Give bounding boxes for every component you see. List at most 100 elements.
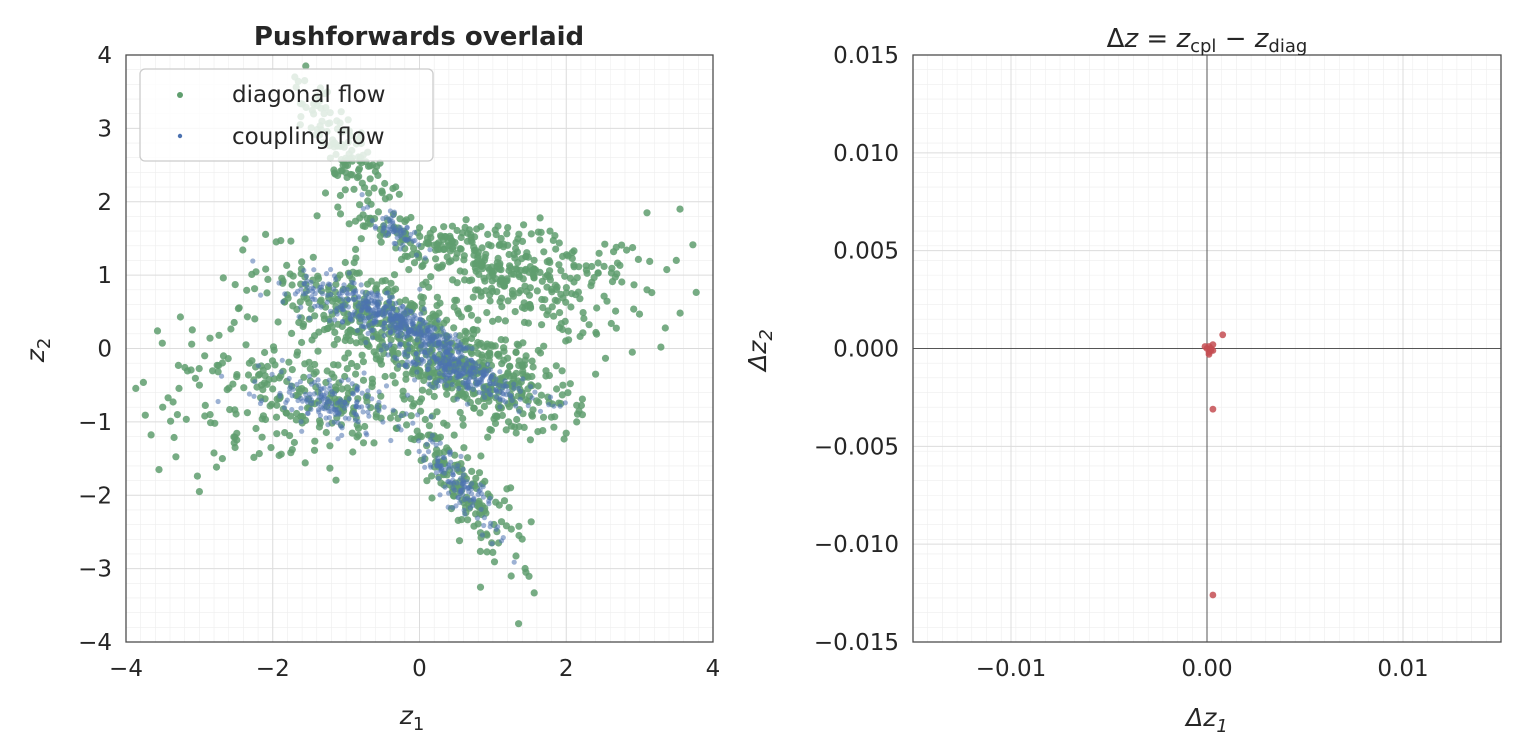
data-point-diagonal-flow: [344, 390, 352, 398]
right-title-sub-diag: diag: [1268, 36, 1307, 57]
data-point-diagonal-flow: [234, 305, 242, 313]
data-point-diagonal-flow: [193, 472, 201, 480]
left-x-tick-label: −4: [109, 656, 143, 682]
data-point-diagonal-flow: [264, 275, 272, 283]
data-point-diagonal-flow: [487, 242, 495, 250]
right-title-z: z: [1123, 24, 1139, 54]
data-point-coupling-flow: [406, 341, 412, 347]
data-point-coupling-flow: [364, 393, 370, 399]
data-point-coupling-flow: [280, 299, 286, 305]
data-point-diagonal-flow: [341, 258, 349, 267]
data-point-coupling-flow: [327, 318, 333, 324]
data-point-coupling-flow: [445, 504, 451, 510]
data-point-diagonal-flow: [549, 236, 557, 244]
data-point-diagonal-flow: [345, 220, 353, 228]
data-point-coupling-flow: [335, 420, 341, 426]
data-point-diagonal-flow: [428, 472, 436, 480]
data-point-diagonal-flow: [493, 288, 501, 296]
data-point-coupling-flow: [318, 397, 325, 403]
data-point-diagonal-flow: [567, 303, 575, 311]
data-point-coupling-flow: [303, 273, 309, 279]
data-point-diagonal-flow: [359, 358, 367, 366]
data-point-diagonal-flow: [296, 298, 304, 306]
data-point-diagonal-flow: [295, 318, 303, 327]
data-point-coupling-flow: [362, 318, 368, 324]
left-x-tick-label: −2: [256, 656, 290, 682]
data-point-coupling-flow: [349, 279, 355, 285]
data-point-diagonal-flow: [251, 285, 259, 293]
data-point-coupling-flow: [447, 372, 453, 378]
right-x-tick-label: −0.01: [976, 656, 1046, 682]
data-point-diagonal-flow: [522, 568, 530, 576]
data-point-coupling-flow: [278, 369, 284, 375]
data-point-diagonal-flow: [551, 296, 559, 304]
data-point-diagonal-flow: [497, 518, 506, 526]
data-point-diagonal-flow: [536, 236, 544, 244]
data-point-coupling-flow: [409, 360, 415, 367]
data-point-coupling-flow: [400, 242, 406, 248]
data-point-diagonal-flow: [481, 277, 489, 285]
data-point-diagonal-flow: [593, 304, 601, 312]
data-point-diagonal-flow: [268, 357, 277, 365]
data-point-coupling-flow: [413, 252, 420, 258]
data-point-coupling-flow: [486, 387, 493, 393]
data-point-diagonal-flow: [472, 267, 480, 275]
data-point-diagonal-flow: [618, 278, 626, 286]
data-point-coupling-flow: [464, 345, 471, 351]
left-plot-frame: [125, 54, 714, 643]
data-point-coupling-flow: [397, 333, 403, 339]
data-point-coupling-flow: [415, 331, 421, 337]
data-point-diagonal-flow: [537, 391, 546, 399]
data-point-coupling-flow: [309, 285, 315, 291]
data-point-coupling-flow: [430, 384, 436, 390]
data-point-coupling-flow: [346, 416, 352, 422]
data-point-diagonal-flow: [272, 413, 281, 421]
data-point-coupling-flow: [546, 402, 552, 408]
left-y-tick-label: 2: [97, 190, 112, 216]
data-point-coupling-flow: [390, 306, 396, 312]
data-point-diagonal-flow: [532, 266, 540, 274]
data-point-diagonal-flow: [511, 308, 519, 316]
data-point-coupling-flow: [387, 300, 393, 306]
data-point-coupling-flow: [462, 381, 468, 387]
data-point-diagonal-flow: [397, 255, 406, 263]
data-point-coupling-flow: [290, 386, 296, 392]
data-point-coupling-flow: [437, 440, 443, 446]
data-point-diagonal-flow: [445, 258, 453, 266]
data-point-diagonal-flow: [432, 255, 440, 263]
data-point-diagonal-flow: [634, 255, 643, 263]
data-point-coupling-flow: [332, 407, 338, 413]
data-point-coupling-flow: [387, 208, 393, 214]
data-point-coupling-flow: [361, 370, 367, 376]
data-point-coupling-flow: [431, 351, 437, 358]
data-point-coupling-flow: [467, 364, 473, 370]
data-point-coupling-flow: [513, 403, 519, 409]
data-point-diagonal-flow: [486, 297, 494, 305]
data-point-diagonal-flow: [182, 415, 190, 423]
data-point-coupling-flow: [478, 506, 484, 512]
data-point-coupling-flow: [440, 454, 446, 460]
legend-marker-diagonal-flow: [177, 92, 183, 98]
data-point-diagonal-flow: [159, 403, 167, 411]
data-point-coupling-flow: [349, 317, 355, 323]
data-point-coupling-flow: [365, 409, 371, 415]
data-point-diagonal-flow: [500, 497, 509, 505]
data-point-diagonal-flow: [480, 343, 488, 351]
data-point-diagonal-flow: [497, 336, 505, 344]
data-point-diagonal-flow: [518, 237, 527, 245]
data-point--z: [1201, 343, 1209, 350]
data-point-diagonal-flow: [472, 474, 480, 482]
data-point-diagonal-flow: [451, 239, 459, 247]
data-point-diagonal-flow: [451, 451, 459, 459]
left-y-tick-label: −3: [78, 557, 112, 583]
data-point-diagonal-flow: [427, 273, 435, 281]
data-point-diagonal-flow: [277, 450, 285, 458]
data-point-coupling-flow: [370, 307, 376, 313]
right-title: Δz = zcpl − zdiag: [1107, 24, 1308, 57]
data-point-diagonal-flow: [588, 262, 596, 271]
data-point-diagonal-flow: [262, 230, 270, 238]
data-point-coupling-flow: [404, 364, 410, 370]
data-point-coupling-flow: [364, 432, 370, 438]
data-point-diagonal-flow: [201, 401, 209, 409]
data-point-diagonal-flow: [558, 391, 566, 399]
